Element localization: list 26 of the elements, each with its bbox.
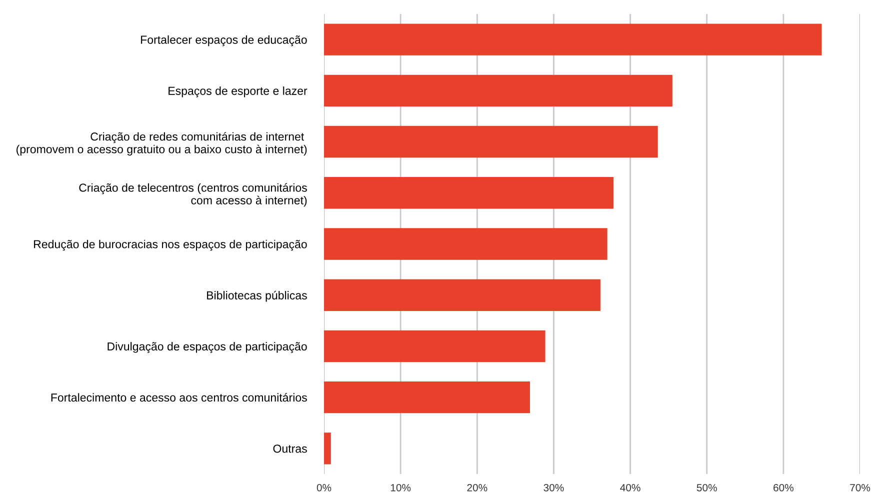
y-tick-label: Espaços de esporte e lazer xyxy=(168,86,308,98)
y-tick-label: Divulgação de espaços de participação xyxy=(108,342,307,353)
y-tick-label: Outras xyxy=(273,444,307,453)
x-tick-label: 40% xyxy=(620,484,640,492)
bar xyxy=(324,228,608,260)
y-tick-label: Fortalecimento e acesso aos centros comunitários xyxy=(51,393,307,402)
x-tick-label: 10% xyxy=(390,484,411,492)
bar xyxy=(324,330,546,362)
bar xyxy=(324,279,600,311)
y-tick-label: Fortalecer espaços de educação xyxy=(141,35,307,46)
bar xyxy=(324,432,331,464)
y-tick-label: Criação de redes comunitárias de internet (promovem o acesso gratuito ou a baixo custo à internet) xyxy=(16,132,307,156)
x-tick-label: 0% xyxy=(316,484,332,492)
bar xyxy=(324,177,614,209)
x-tick-label: 50% xyxy=(696,484,717,492)
bar xyxy=(324,126,658,158)
x-tick-label: 60% xyxy=(774,484,794,492)
bar xyxy=(324,381,530,414)
y-tick-label: Criação de telecentros (centros comunitários com acesso à internet) xyxy=(79,183,307,207)
y-tick-label: Bibliotecas públicas xyxy=(207,290,307,302)
bar xyxy=(324,24,822,56)
bar xyxy=(324,74,672,107)
x-tick-label: 70% xyxy=(850,484,870,492)
x-tick-label: 20% xyxy=(467,484,488,492)
y-tick-label: Redução de burocracias nos espaços de participação xyxy=(34,240,307,251)
x-tick-label: 30% xyxy=(544,484,564,492)
